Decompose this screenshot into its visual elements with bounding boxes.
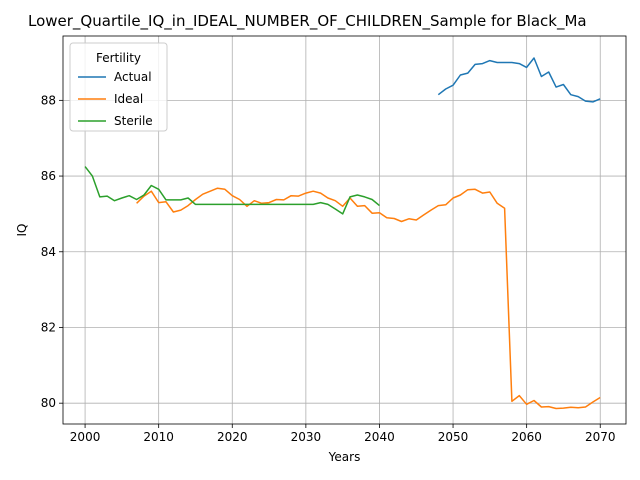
legend-box	[69, 42, 168, 132]
y-axis-label: IQ	[15, 224, 29, 237]
y-axis-ticks: 80 82 84 86 88	[41, 93, 63, 410]
y-tick-label: 88	[41, 93, 56, 107]
legend: Fertility Actual Ideal Sterile	[69, 42, 168, 132]
series-line-ideal	[136, 187, 601, 410]
legend-title: Fertility	[96, 51, 141, 65]
y-tick-label: 80	[41, 396, 56, 410]
x-axis-ticks: 2000 2010 2020 2030 2040 2050 2060 2070	[70, 424, 616, 444]
legend-label-sterile: Sterile	[114, 114, 153, 128]
x-tick-label: 2020	[217, 430, 248, 444]
x-tick-label: 2050	[438, 430, 469, 444]
legend-label-actual: Actual	[114, 70, 152, 84]
series-line-actual	[437, 57, 601, 103]
x-tick-label: 2060	[511, 430, 542, 444]
plot-area-frame	[62, 35, 627, 425]
grid	[63, 36, 626, 424]
y-tick-label: 82	[41, 320, 56, 334]
x-axis-label: Years	[328, 450, 361, 464]
legend-entries: Actual Ideal Sterile	[78, 70, 153, 128]
y-tick-label: 86	[41, 169, 56, 183]
legend-label-ideal: Ideal	[114, 92, 143, 106]
x-tick-label: 2040	[364, 430, 395, 444]
x-tick-label: 2010	[143, 430, 174, 444]
x-tick-label: 2000	[70, 430, 101, 444]
chart-title: Lower_Quartile_IQ_in_IDEAL_NUMBER_OF_CHI…	[28, 12, 587, 31]
x-tick-label: 2070	[585, 430, 616, 444]
series-lines	[84, 57, 601, 410]
y-tick-label: 84	[41, 245, 56, 259]
series-line-sterile	[84, 166, 380, 215]
x-tick-label: 2030	[291, 430, 322, 444]
